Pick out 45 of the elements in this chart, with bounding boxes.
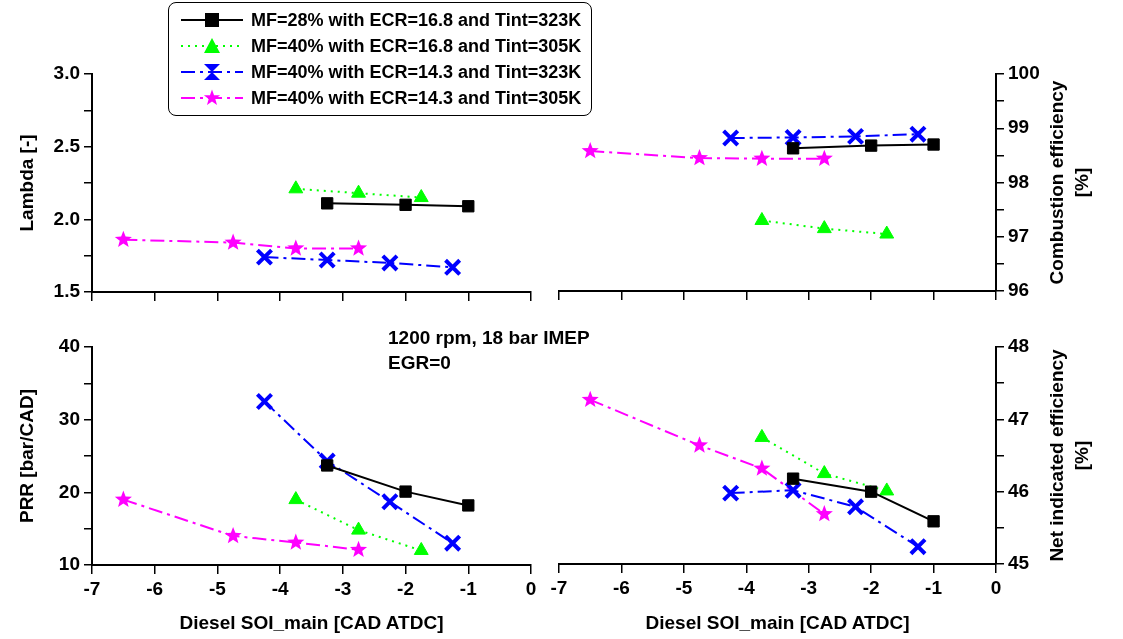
- x-tick-label: -4: [737, 576, 756, 598]
- x-tick-label: 0: [525, 577, 537, 599]
- y-axis-title: Combustion efficiency [%]: [1046, 80, 1093, 285]
- y-axis-title: Net indicated efficiency [%]: [1046, 348, 1093, 562]
- y-tick-label: 48: [1008, 335, 1030, 357]
- y-tick-label: 99: [1008, 116, 1030, 138]
- legend-label: MF=40% with ECR=16.8 and Tint=305K: [251, 35, 582, 57]
- y-tick-label: 96: [1008, 279, 1030, 301]
- y-tick-label: 40: [58, 335, 80, 357]
- y-tick-label: 45: [1008, 552, 1030, 574]
- x-tick-label: -6: [612, 576, 630, 598]
- y-tick-label: 2.0: [53, 207, 80, 229]
- x-axis-title: Diesel SOI_main [CAD ATDC]: [179, 611, 444, 633]
- legend-label: MF=40% with ECR=14.3 and Tint=305K: [251, 87, 582, 109]
- y-axis-title: Lambda [-]: [16, 134, 38, 232]
- legend-label: MF=40% with ECR=14.3 and Tint=323K: [251, 61, 582, 83]
- x-tick-label: -5: [208, 577, 227, 599]
- y-tick-label: 1.5: [53, 280, 81, 302]
- y-axis-title: PRR [bar/CAD]: [16, 388, 38, 524]
- x-tick-label: -6: [146, 577, 164, 599]
- x-tick-label: 0: [990, 576, 1002, 598]
- x-tick-label: -5: [675, 576, 693, 598]
- x-tick-label: -4: [271, 577, 290, 599]
- x-tick-label: -7: [550, 576, 568, 598]
- y-tick-label: 3.0: [53, 62, 80, 84]
- x-tick-label: -2: [397, 577, 415, 599]
- x-tick-label: -1: [925, 576, 943, 598]
- x-tick-label: -7: [83, 577, 101, 599]
- x-tick-label: -2: [862, 576, 880, 598]
- y-tick-label: 46: [1008, 479, 1030, 501]
- y-tick-label: 2.5: [53, 134, 81, 156]
- y-tick-label: 10: [58, 553, 80, 575]
- annotation: EGR=0: [388, 351, 452, 375]
- x-tick-label: -3: [334, 577, 352, 599]
- y-tick-label: 97: [1008, 224, 1030, 246]
- y-tick-label: 47: [1008, 407, 1030, 429]
- legend-label: MF=28% with ECR=16.8 and Tint=323K: [251, 9, 582, 31]
- y-tick-label: 30: [58, 407, 80, 429]
- annotation: 1200 rpm, 18 bar IMEP: [388, 326, 590, 350]
- y-tick-label: 20: [58, 480, 80, 502]
- x-tick-label: -3: [800, 576, 818, 598]
- y-tick-label: 100: [1008, 62, 1040, 84]
- x-tick-label: -1: [459, 577, 478, 599]
- x-axis-title: Diesel SOI_main [CAD ATDC]: [645, 611, 910, 633]
- y-tick-label: 98: [1008, 170, 1030, 192]
